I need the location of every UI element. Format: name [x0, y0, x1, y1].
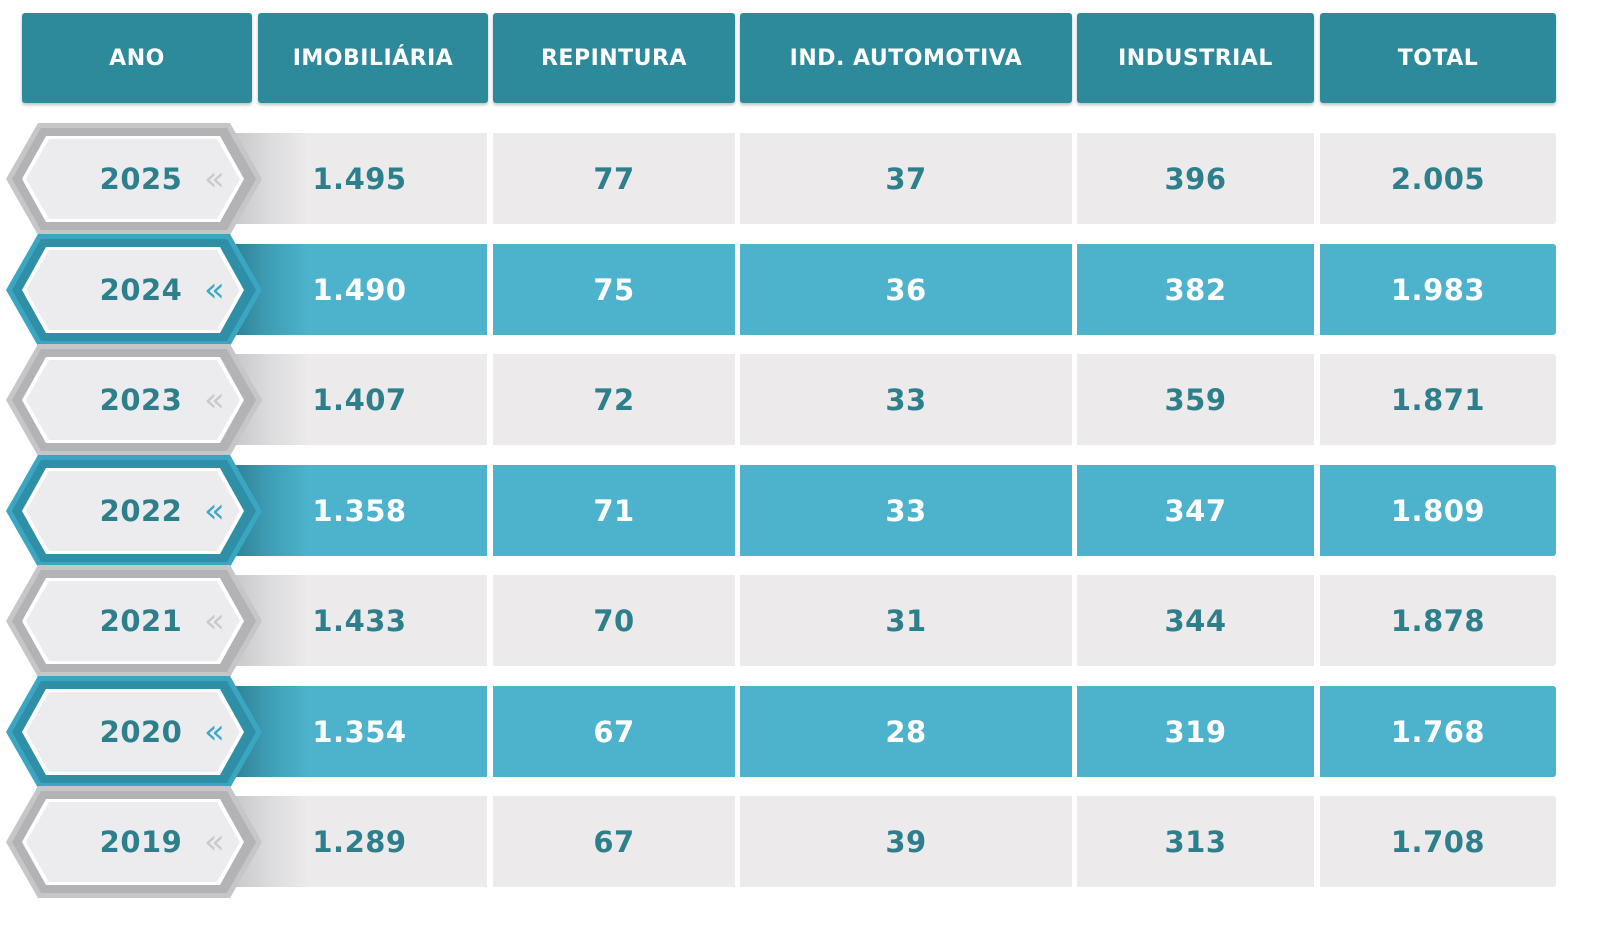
column-header: INDUSTRIAL	[1077, 13, 1314, 103]
table-cell: 1.768	[1320, 686, 1556, 777]
double-chevron-left-icon: «	[204, 491, 225, 531]
table-cell: 37	[740, 133, 1072, 224]
year-badge: 2020 «	[6, 676, 268, 788]
table-cell: 39	[740, 796, 1072, 887]
double-chevron-left-icon: «	[204, 159, 225, 199]
hexagon-badge-shape	[6, 565, 262, 677]
column-header: IND. AUTOMOTIVA	[740, 13, 1072, 103]
table-cell: 1.433	[232, 575, 487, 666]
double-chevron-left-icon: «	[204, 822, 225, 862]
year-badge: 2019 «	[6, 786, 268, 898]
table-cell: 1.983	[1320, 244, 1556, 335]
year-badge: 2021 «	[6, 565, 268, 677]
table-cell: 2.005	[1320, 133, 1556, 224]
table-cell: 1.878	[1320, 575, 1556, 666]
table-cell: 1.490	[232, 244, 487, 335]
column-header: TOTAL	[1320, 13, 1556, 103]
table-cell: 36	[740, 244, 1072, 335]
table-cell: 347	[1077, 465, 1314, 556]
table-cell: 1.495	[232, 133, 487, 224]
table-cell: 1.407	[232, 354, 487, 445]
table-cell: 77	[493, 133, 735, 224]
hexagon-badge-shape	[6, 344, 262, 456]
table-cell: 1.871	[1320, 354, 1556, 445]
table-cell: 313	[1077, 796, 1314, 887]
year-label: 2024	[99, 273, 183, 307]
double-chevron-left-icon: «	[204, 380, 225, 420]
column-header: IMOBILIÁRIA	[258, 13, 488, 103]
table-cell: 382	[1077, 244, 1314, 335]
table-cell: 396	[1077, 133, 1314, 224]
column-header: REPINTURA	[493, 13, 735, 103]
table-cell: 75	[493, 244, 735, 335]
table-cell: 33	[740, 354, 1072, 445]
table-cell: 72	[493, 354, 735, 445]
double-chevron-left-icon: «	[204, 270, 225, 310]
table-cell: 71	[493, 465, 735, 556]
year-badge: 2023 «	[6, 344, 268, 456]
table-cell: 1.358	[232, 465, 487, 556]
hexagon-badge-shape	[6, 786, 262, 898]
table-cell: 67	[493, 796, 735, 887]
year-label: 2022	[99, 494, 183, 528]
table-cell: 67	[493, 686, 735, 777]
table-cell: 1.289	[232, 796, 487, 887]
table-cell: 1.809	[1320, 465, 1556, 556]
table-cell: 31	[740, 575, 1072, 666]
table-cell: 33	[740, 465, 1072, 556]
hexagon-badge-shape	[6, 455, 262, 567]
table-cell: 70	[493, 575, 735, 666]
year-badge: 2024 «	[6, 234, 268, 346]
year-label: 2021	[99, 604, 183, 638]
year-label: 2023	[99, 383, 183, 417]
double-chevron-left-icon: «	[204, 712, 225, 752]
year-label: 2019	[99, 825, 183, 859]
table-cell: 1.708	[1320, 796, 1556, 887]
year-label: 2020	[99, 715, 183, 749]
table-cell: 359	[1077, 354, 1314, 445]
double-chevron-left-icon: «	[204, 601, 225, 641]
table-cell: 28	[740, 686, 1072, 777]
table-cell: 344	[1077, 575, 1314, 666]
year-badge: 2025 «	[6, 123, 268, 235]
hexagon-badge-shape	[6, 123, 262, 235]
year-label: 2025	[99, 162, 183, 196]
column-header: ANO	[22, 13, 252, 103]
table-cell: 1.354	[232, 686, 487, 777]
hexagon-badge-shape	[6, 234, 262, 346]
year-badge: 2022 «	[6, 455, 268, 567]
hexagon-badge-shape	[6, 676, 262, 788]
table-cell: 319	[1077, 686, 1314, 777]
